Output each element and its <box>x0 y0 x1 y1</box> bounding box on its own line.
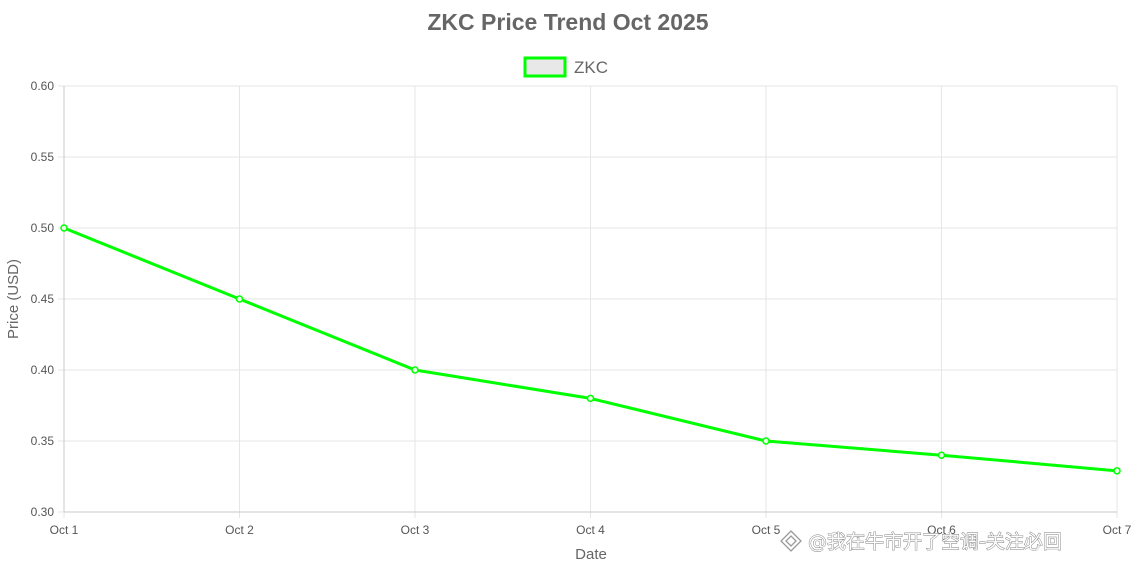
watermark: @我在牛市开了空调-关注必回 <box>780 530 1062 553</box>
y-tick-label: 0.50 <box>31 221 55 235</box>
x-tick-label: Oct 6 <box>927 523 956 537</box>
chart-title: ZKC Price Trend Oct 2025 <box>427 9 708 35</box>
y-tick-label: 0.60 <box>31 79 55 93</box>
x-tick-labels: Oct 1 Oct 2 Oct 3 Oct 4 Oct 5 Oct 6 Oct 7 <box>50 523 1132 537</box>
legend-swatch[interactable] <box>523 56 567 78</box>
x-tick-label: Oct 4 <box>576 523 605 537</box>
y-tick-labels: 0.60 0.55 0.50 0.45 0.40 0.35 0.30 <box>31 79 55 519</box>
data-point[interactable] <box>60 224 68 232</box>
y-tick-label: 0.35 <box>31 434 55 448</box>
y-tick-label: 0.40 <box>31 363 55 377</box>
series-layer <box>60 224 1121 475</box>
data-point[interactable] <box>235 295 244 303</box>
diamond-logo-icon <box>780 530 802 552</box>
data-point[interactable] <box>937 451 946 459</box>
x-tick-label: Oct 7 <box>1103 523 1132 537</box>
data-point[interactable] <box>411 366 419 374</box>
legend[interactable]: ZKC <box>523 56 608 78</box>
axes <box>63 86 1117 513</box>
y-tick-label: 0.30 <box>31 505 55 519</box>
x-tick-label: Oct 1 <box>50 523 79 537</box>
data-point[interactable] <box>586 394 595 403</box>
gridlines <box>58 85 1118 518</box>
x-tick-label: Oct 2 <box>225 523 254 537</box>
legend-label[interactable]: ZKC <box>574 58 608 77</box>
y-tick-label: 0.45 <box>31 292 55 306</box>
x-axis-title: Date <box>575 546 607 563</box>
data-point[interactable] <box>762 437 770 445</box>
y-axis-title: Price (USD) <box>5 259 22 339</box>
watermark-text: @我在牛市开了空调-关注必回 <box>808 531 1062 553</box>
x-tick-label: Oct 5 <box>752 523 781 537</box>
data-point[interactable] <box>1113 467 1121 475</box>
x-tick-label: Oct 3 <box>401 523 430 537</box>
y-tick-label: 0.55 <box>31 150 55 164</box>
